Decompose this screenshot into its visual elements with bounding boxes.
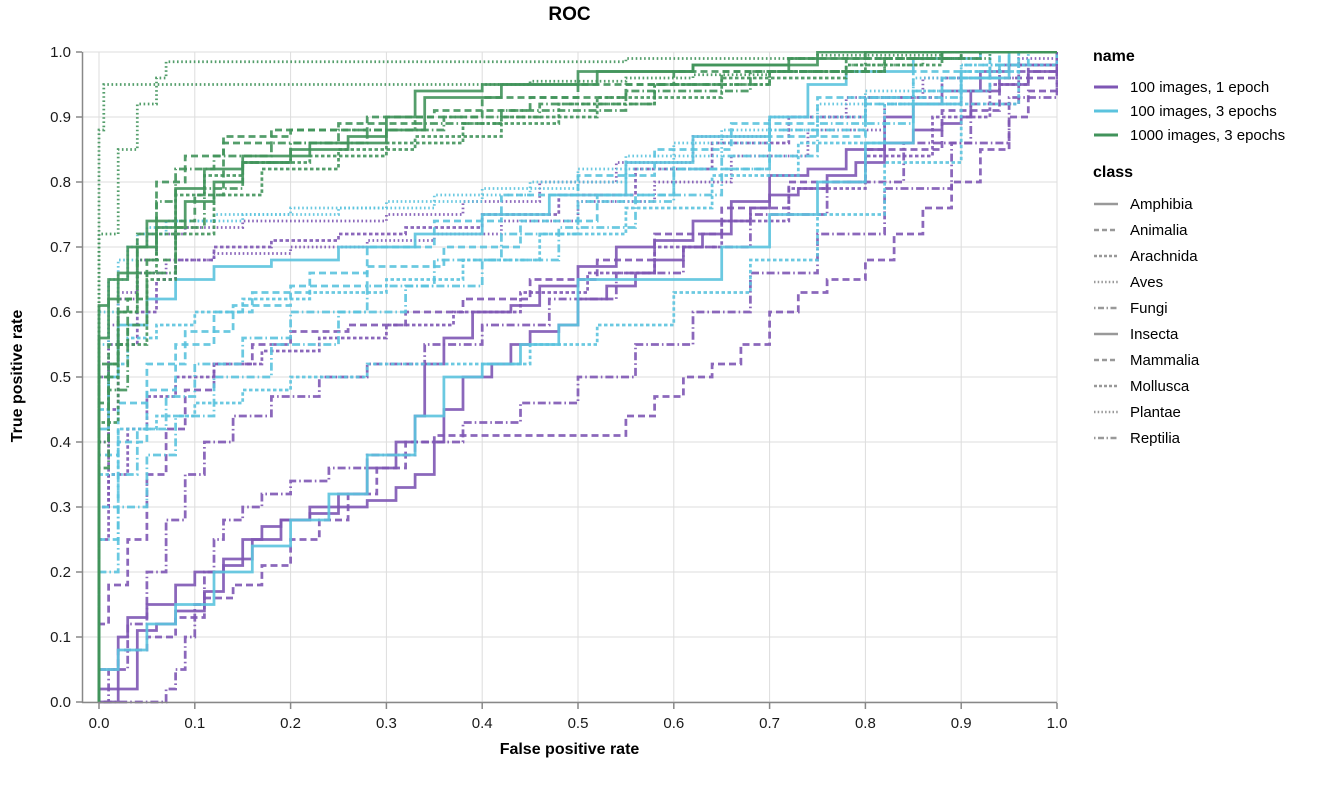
x-tick-label: 0.3 [376,715,397,732]
roc-curve [97,51,1057,702]
legend-item-label: 100 images, 1 epoch [1130,78,1270,96]
legend-item-label: Plantae [1130,403,1181,421]
legend-item-label: 1000 images, 3 epochs [1130,126,1286,144]
legend-item-label: Amphibia [1130,195,1193,213]
legend-item-label: Insecta [1130,325,1179,343]
legend-item: 1000 images, 3 epochs [1093,123,1338,147]
roc-curve [97,51,1057,702]
line-swatch-icon [1094,109,1118,113]
legend-item-label: Reptilia [1130,429,1181,447]
legend-item: Insecta [1093,321,1338,347]
roc-curve [97,51,1057,702]
roc-chart: 0.0 0.1 0.2 0.3 0.4 0.5 0.6 0.7 0.8 0.9 1.0 0.0 0.1 0… [50,44,1067,732]
y-tick-label: 1.0 [50,44,71,61]
legend-name-items: 100 images, 1 epoch 100 images, 3 epochs 1… [1093,75,1338,147]
chart-title: ROC [548,4,591,25]
x-tick-label: 0.5 [568,715,589,732]
legend-item: Amphibia [1093,191,1338,217]
y-axis-title: True positive rate [9,309,26,443]
y-tick-label: 0.9 [50,109,71,126]
roc-curve [97,52,1058,702]
x-axis-title: False positive rate [499,741,640,758]
line-swatch-icon [1094,228,1118,232]
legend-item: Animalia [1093,217,1338,243]
legend-item: Mammalia [1093,347,1338,373]
line-swatch-icon [1094,410,1118,414]
y-tick-label: 0.6 [50,304,71,321]
legend: name 100 images, 1 epoch 100 images, 3 ep… [1093,48,1338,451]
legend-item-label: Aves [1130,273,1164,291]
x-tick-label: 0.9 [951,715,972,732]
roc-curves [97,51,1058,704]
x-tick-label: 0.6 [663,715,684,732]
line-swatch-icon [1094,85,1118,89]
legend-class-items: Amphibia Animalia Arachnida Aves Fungi Insect… [1093,191,1338,451]
x-tick-label: 0.1 [184,715,205,732]
roc-curve [97,51,1057,702]
legend-item-label: Animalia [1130,221,1188,239]
roc-curve [97,51,1057,702]
y-tick-label: 0.5 [50,369,71,386]
legend-item: Mollusca [1093,373,1338,399]
x-tick-label: 0.4 [472,715,493,732]
line-swatch-icon [1094,280,1118,284]
y-tick-label: 0.3 [50,499,71,516]
legend-item: Aves [1093,269,1338,295]
legend-item-label: 100 images, 3 epochs [1130,102,1277,120]
legend-name-title: name [1093,48,1135,65]
legend-item: Plantae [1093,399,1338,425]
roc-curve [97,51,1057,702]
legend-item-label: Mollusca [1130,377,1190,395]
x-tick-label: 0.8 [855,715,876,732]
roc-curve [97,51,1057,702]
line-swatch-icon [1094,384,1118,388]
legend-item: Reptilia [1093,425,1338,451]
y-tick-label: 0.2 [50,564,71,581]
legend-item-label: Fungi [1130,299,1168,317]
x-tick-label: 0.2 [280,715,301,732]
legend-item-label: Mammalia [1130,351,1200,369]
roc-curve [99,52,1058,704]
y-tick-label: 0.8 [50,174,71,191]
roc-curve [97,52,1058,702]
line-swatch-icon [1094,202,1118,206]
x-tick-label: 0.0 [89,715,110,732]
legend-item: Fungi [1093,295,1338,321]
legend-item-label: Arachnida [1130,247,1198,265]
roc-curve [97,51,1057,702]
y-tick-label: 0.4 [50,434,71,451]
roc-curve [97,51,1057,702]
y-tick-label: 0.1 [50,629,71,646]
legend-item: 100 images, 3 epochs [1093,99,1338,123]
roc-curve [97,51,1057,702]
line-swatch-icon [1094,358,1118,362]
legend-class-title: class [1093,164,1134,181]
y-tick-label: 0.0 [50,694,71,711]
line-swatch-icon [1094,133,1118,137]
line-swatch-icon [1094,332,1118,336]
x-tick-label: 0.7 [759,715,780,732]
y-tick-label: 0.7 [50,239,71,256]
legend-item: Arachnida [1093,243,1338,269]
x-tick-label: 1.0 [1047,715,1068,732]
line-swatch-icon [1094,436,1118,440]
roc-curve [97,51,1057,702]
axes: 0.0 0.1 0.2 0.3 0.4 0.5 0.6 0.7 0.8 0.9 1.0 0.0 0.1 0… [50,44,1067,732]
line-swatch-icon [1094,254,1118,258]
line-swatch-icon [1094,306,1118,310]
legend-item: 100 images, 1 epoch [1093,75,1338,99]
